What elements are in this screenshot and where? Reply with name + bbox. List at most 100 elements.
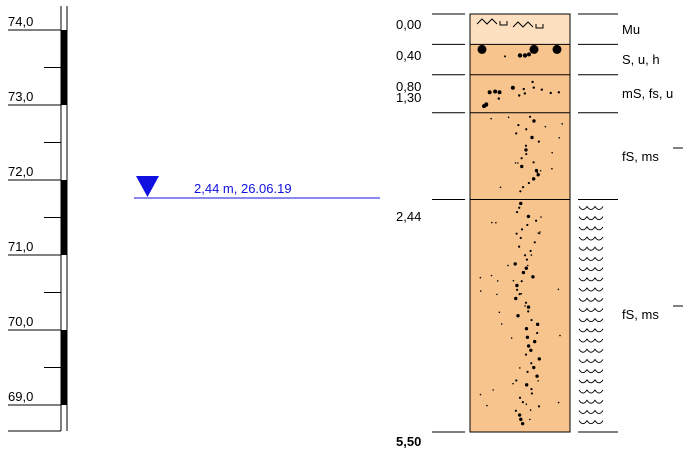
wet-wave-icon xyxy=(578,277,604,282)
soil-label: fS, ms xyxy=(622,307,659,322)
topsoil-symbol xyxy=(476,18,498,25)
sand-dot xyxy=(520,157,523,160)
elevation-tick-label: 69,0 xyxy=(8,389,33,404)
sand-dot xyxy=(510,337,513,339)
depth-label-bottom: 5,50 xyxy=(396,434,421,449)
sand-dot xyxy=(487,90,492,95)
sand-dot xyxy=(520,164,524,169)
gravel-dot xyxy=(517,53,523,58)
sand-dot xyxy=(515,232,518,235)
sand-dot xyxy=(529,348,533,352)
gravel-dot xyxy=(552,44,562,54)
wet-wave-icon xyxy=(578,317,604,323)
sand-dot xyxy=(515,283,519,288)
sand-dot xyxy=(526,344,531,348)
sand-dot xyxy=(540,88,544,91)
sand-dot xyxy=(525,335,530,340)
soil-label: Mu xyxy=(622,22,640,37)
sand-dot xyxy=(536,171,539,174)
sand-dot xyxy=(497,90,502,95)
wet-wave-icon xyxy=(578,338,604,343)
gravel-dot xyxy=(527,52,531,57)
sand-dot xyxy=(493,89,498,94)
soil-layer xyxy=(470,112,570,200)
wet-wave-icon xyxy=(578,348,604,353)
wet-wave-icon xyxy=(578,409,604,414)
sand-dot xyxy=(518,396,522,399)
sand-dot xyxy=(499,186,502,189)
elevation-scale: 74,0 73,0 72,0 71,0 70,0 69,0 xyxy=(8,6,68,432)
gravel-dot xyxy=(477,44,487,54)
sand-dot xyxy=(524,326,529,331)
sand-dot xyxy=(520,421,525,426)
sand-dot xyxy=(485,104,488,107)
sand-dot xyxy=(528,115,532,118)
sand-dot xyxy=(490,117,492,120)
water-level-label: 2,44 m, 26.06.19 xyxy=(194,181,292,196)
wet-wave-icon xyxy=(578,236,604,241)
sand-dot xyxy=(524,148,528,152)
soil-label: S, u, h xyxy=(622,52,660,67)
topsoil-symbol xyxy=(535,24,544,29)
wet-wave-icon xyxy=(578,256,604,261)
depth-label: 0,00 xyxy=(396,17,421,32)
wet-wave-icon xyxy=(578,287,604,292)
elevation-tick-label: 73,0 xyxy=(8,89,33,104)
sand-dot xyxy=(496,293,498,296)
scale-bar-segment xyxy=(61,30,67,105)
sand-dot xyxy=(482,104,487,109)
sand-dot xyxy=(538,232,541,235)
column-outline xyxy=(469,13,571,433)
sand-dot xyxy=(507,116,510,119)
sand-dot xyxy=(518,206,521,209)
wet-wave-icon xyxy=(578,307,604,312)
sand-dot xyxy=(479,290,482,292)
elevation-tick-label: 70,0 xyxy=(8,314,33,329)
sand-dot xyxy=(531,80,534,84)
topsoil-symbol xyxy=(512,21,534,28)
sand-dot xyxy=(540,216,542,218)
sand-dot xyxy=(544,125,547,128)
depth-label: 0,40 xyxy=(396,48,421,63)
gravel-dot xyxy=(522,53,528,58)
sand-dot xyxy=(531,177,536,181)
elevation-tick-label: 72,0 xyxy=(8,164,33,179)
sand-dot xyxy=(512,279,515,282)
sand-dot xyxy=(551,151,553,154)
sand-dot xyxy=(522,87,525,91)
sand-dot xyxy=(500,323,503,325)
sand-dot xyxy=(532,365,536,370)
sand-dot xyxy=(515,288,519,291)
sand-dot xyxy=(537,140,540,143)
sand-dot xyxy=(515,379,518,382)
sand-dot xyxy=(537,405,541,408)
sand-dot xyxy=(526,264,529,267)
water-level-triangle-icon xyxy=(136,176,159,197)
wet-wave-icon xyxy=(578,328,604,333)
sand-dot xyxy=(551,167,553,170)
sand-dot xyxy=(561,123,563,125)
sand-dot xyxy=(518,245,521,248)
sand-dot xyxy=(515,210,519,214)
sand-dot xyxy=(512,382,514,385)
sand-dot xyxy=(557,91,561,94)
sand-dot xyxy=(524,305,526,307)
sand-dot xyxy=(517,413,522,417)
sand-dot xyxy=(539,169,542,172)
sand-dot xyxy=(523,92,527,95)
sand-dot xyxy=(529,249,532,253)
sand-dot xyxy=(529,409,532,411)
sand-dot xyxy=(490,274,493,277)
sand-dot xyxy=(525,128,528,131)
wet-wave-icon xyxy=(578,399,604,404)
depth-labels: 0,00 0,40 0,80 1,30 2,44 5,50 xyxy=(396,17,421,449)
sand-dot xyxy=(497,97,501,100)
sand-dot xyxy=(534,168,539,173)
sand-dot xyxy=(510,85,515,90)
sand-dot xyxy=(530,254,533,256)
wet-wave-icon xyxy=(578,389,604,394)
sand-dot xyxy=(531,275,535,279)
sand-dot xyxy=(524,383,529,387)
wet-wave-icon xyxy=(578,226,604,231)
sand-dot xyxy=(525,258,529,261)
